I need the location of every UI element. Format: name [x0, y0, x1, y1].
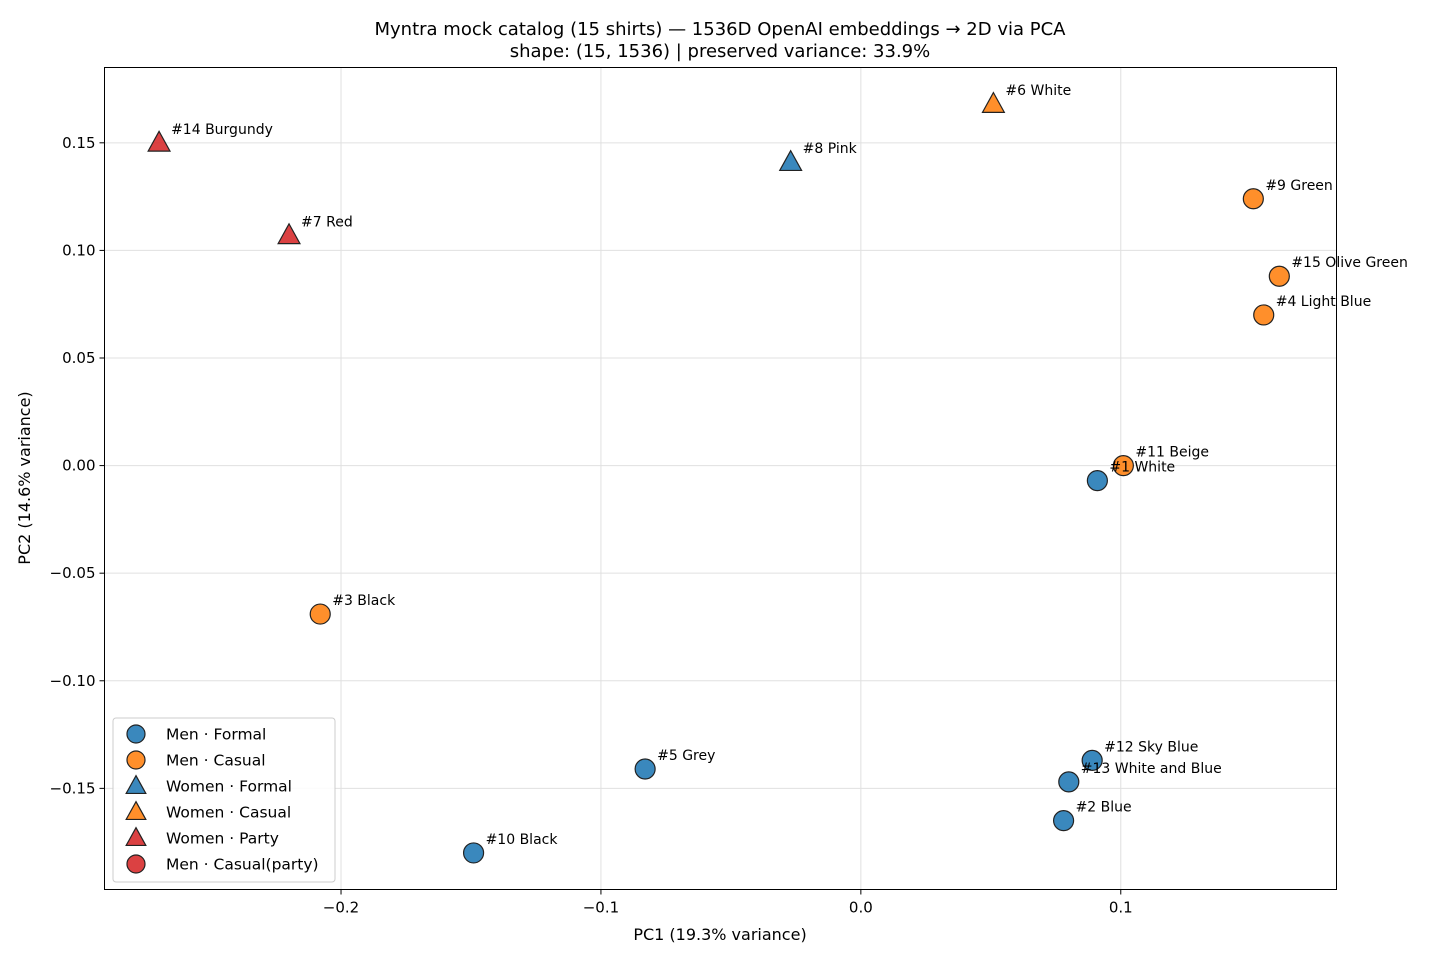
y-tick-label: −0.10: [50, 672, 96, 690]
point-label: #8 Pink: [803, 141, 858, 157]
x-tick-label: −0.1: [583, 899, 619, 917]
point-labels: #1 White #2 Blue #5 Grey #10 Black #12 Sky B…: [171, 83, 1408, 848]
scatter-point-circle: [1268, 265, 1290, 287]
legend-items: Men · Formal Men · Casual Women · Formal Wo…: [125, 724, 319, 874]
point-label: #1 White: [1109, 460, 1175, 476]
y-tick-label: −0.15: [50, 779, 96, 797]
legend-marker-triangle: [125, 774, 147, 795]
data-points: [147, 91, 1290, 864]
point-label: #12 Sky Blue: [1104, 739, 1198, 755]
chart-subtitle: shape: (15, 1536) | preserved variance: …: [510, 41, 931, 62]
y-tick-label: 0.00: [62, 457, 95, 475]
scatter-point-circle: [309, 603, 331, 625]
scatter-point-triangle: [778, 149, 803, 172]
legend-marker-triangle: [125, 826, 147, 847]
scatter-point-circle: [1081, 749, 1103, 771]
plot-area-frame: [104, 67, 1337, 890]
scatter-point-circle: [1242, 188, 1264, 210]
scatter-point-triangle: [277, 222, 301, 245]
y-tick-label: 0.15: [62, 134, 95, 152]
legend-label: Men · Casual(party): [166, 856, 319, 874]
point-label: #4 Light Blue: [1276, 294, 1371, 310]
point-label: #14 Burgundy: [171, 122, 273, 138]
legend-label: Men · Formal: [166, 726, 266, 744]
scatter-point-circle: [1253, 304, 1275, 326]
point-label: #11 Beige: [1135, 445, 1209, 461]
point-label: #15 Olive Green: [1291, 255, 1408, 271]
point-label: #7 Red: [301, 214, 353, 230]
scatter-point-triangle: [981, 91, 1006, 113]
legend-marker-circle: [126, 854, 146, 874]
y-tick-label: 0.05: [62, 349, 95, 367]
y-axis-label: PC2 (14.6% variance): [15, 391, 34, 564]
point-label: #10 Black: [486, 832, 559, 848]
x-tick-label: −0.2: [323, 899, 359, 917]
scatter-point-circle: [1058, 771, 1080, 793]
scatter-point-circle: [634, 758, 656, 780]
legend-marker-circle: [126, 750, 146, 770]
x-tick-label: 0.0: [849, 899, 873, 917]
legend-label: Women · Casual: [166, 804, 291, 822]
scatter-point-circle: [1112, 454, 1134, 477]
scatter-point-circle: [1086, 470, 1108, 492]
legend-label: Women · Formal: [166, 778, 292, 796]
legend-label: Men · Casual: [166, 752, 266, 770]
scatter-point-circle: [1052, 810, 1075, 832]
chart-title: Myntra mock catalog (15 shirts) — 1536D …: [375, 19, 1067, 40]
legend-marker-circle: [126, 724, 146, 744]
point-label: #2 Blue: [1076, 800, 1132, 816]
point-label: #5 Grey: [657, 748, 715, 764]
y-tick-label: −0.05: [50, 564, 96, 582]
point-label: #3 Black: [332, 593, 396, 609]
legend-label: Women · Party: [166, 830, 279, 848]
point-label: #9 Green: [1265, 178, 1332, 194]
legend-marker-triangle: [125, 800, 147, 821]
scatter-point-triangle: [147, 130, 172, 152]
y-tick-label: 0.10: [62, 241, 95, 259]
scatter-point-circle: [462, 842, 485, 864]
x-axis-label: PC1 (19.3% variance): [633, 925, 806, 944]
legend-box: [112, 717, 336, 883]
axis-ticks: −0.2 −0.1 0.0 0.1 0.15 0.10 0.05 0.00 −0.05 −0.10…: [50, 134, 1133, 917]
x-tick-label: 0.1: [1109, 899, 1133, 917]
point-label: #6 White: [1005, 83, 1071, 99]
point-label: #13 White and Blue: [1081, 761, 1222, 777]
legend: Men · Formal Men · Casual Women · Formal Wo…: [112, 717, 336, 883]
